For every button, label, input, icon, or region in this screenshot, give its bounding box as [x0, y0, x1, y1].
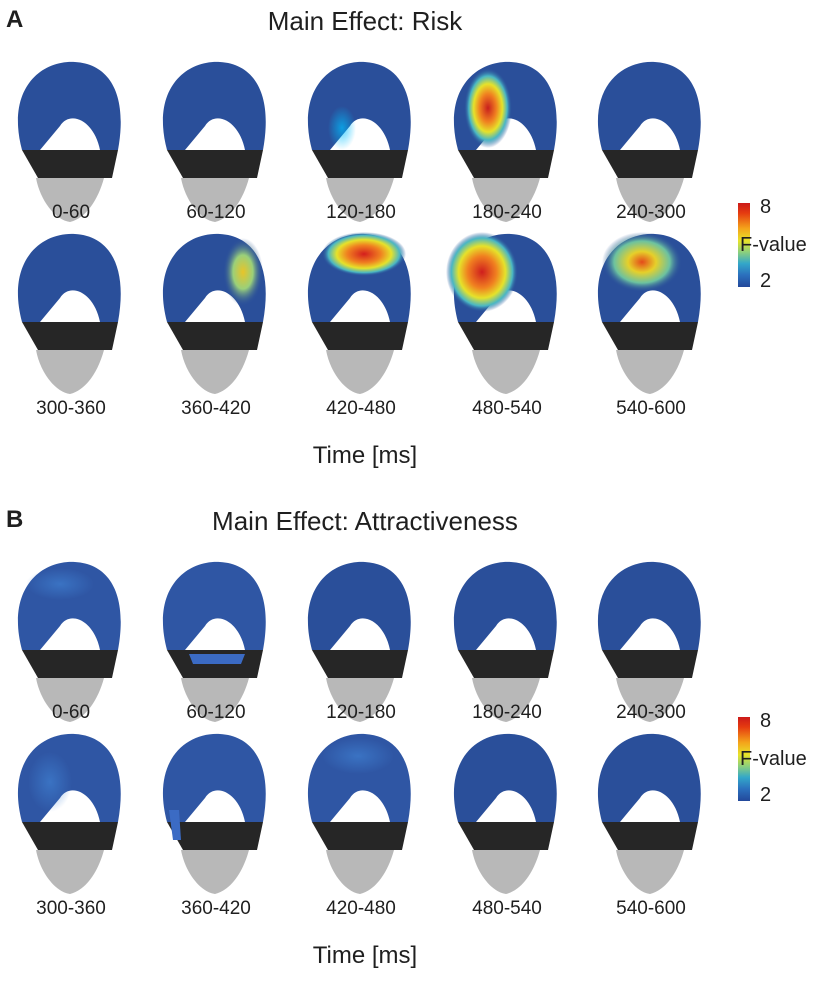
head-480-540 — [453, 733, 557, 894]
head-420-480 — [307, 232, 411, 394]
head-60-120 — [162, 61, 266, 222]
time-window-label: 540-600 — [616, 398, 686, 419]
panel-title: Main Effect: Risk — [267, 6, 463, 36]
head-300-360 — [17, 733, 121, 894]
time-window-label: 360-420 — [181, 398, 251, 419]
head-120-180 — [307, 561, 411, 722]
head-180-240 — [453, 561, 557, 722]
colorbar-max: 8 — [760, 196, 772, 218]
activation-blob — [322, 232, 406, 276]
head-360-420 — [162, 233, 266, 394]
colorbar — [738, 717, 750, 801]
head-300-360 — [17, 233, 121, 394]
head-420-480 — [307, 733, 411, 894]
time-window-label: 60-120 — [186, 202, 246, 223]
head-480-540 — [446, 232, 557, 394]
head-540-600 — [597, 733, 701, 894]
colorbar-min: 2 — [760, 270, 772, 292]
head-60-120 — [162, 561, 266, 722]
time-window-label: 120-180 — [326, 702, 396, 723]
time-window-label: 240-300 — [616, 702, 686, 723]
time-window-label: 420-480 — [326, 398, 396, 419]
panel-letter: B — [6, 506, 24, 533]
head-540-600 — [597, 232, 701, 394]
activation-blob — [446, 232, 518, 312]
colorbar-min: 2 — [760, 784, 772, 806]
head-240-300 — [597, 61, 701, 222]
head-180-240 — [453, 61, 557, 222]
head-360-420 — [162, 733, 266, 894]
colorbar-label: F-value — [740, 234, 807, 256]
head-grid — [17, 561, 701, 894]
time-window-label: 240-300 — [616, 202, 686, 223]
time-window-label: 480-540 — [472, 898, 542, 919]
head-grid — [17, 61, 701, 394]
x-axis-label: Time [ms] — [312, 942, 418, 969]
time-window-label: 540-600 — [616, 898, 686, 919]
time-window-label: 120-180 — [326, 202, 396, 223]
time-window-label: 0-60 — [51, 702, 91, 723]
activation-blob — [602, 232, 682, 292]
head-0-60 — [17, 561, 121, 722]
time-window-label: 300-360 — [36, 898, 106, 919]
colorbar-label: F-value — [740, 748, 807, 770]
activation-blob — [464, 68, 512, 148]
head-240-300 — [597, 561, 701, 722]
time-window-label: 480-540 — [472, 398, 542, 419]
time-window-label: 180-240 — [472, 702, 542, 723]
time-window-label: 420-480 — [326, 898, 396, 919]
panel-a: A Main Effect: Risk — [0, 0, 837, 480]
head-0-60 — [17, 61, 121, 222]
time-window-label: 60-120 — [186, 702, 246, 723]
panel-title: Main Effect: Attractiveness — [212, 506, 518, 536]
colorbar-max: 8 — [760, 710, 772, 732]
time-window-label: 360-420 — [181, 898, 251, 919]
head-120-180 — [307, 61, 411, 222]
time-window-label: 300-360 — [36, 398, 106, 419]
colorbar — [738, 203, 750, 287]
time-window-label: 0-60 — [51, 202, 91, 223]
time-window-label: 180-240 — [472, 202, 542, 223]
panel-b: B Main Effect: Attractiveness — [0, 500, 837, 984]
panel-letter: A — [6, 6, 24, 33]
x-axis-label: Time [ms] — [312, 442, 418, 469]
activation-blob — [223, 238, 263, 306]
activation-blob — [328, 106, 356, 150]
